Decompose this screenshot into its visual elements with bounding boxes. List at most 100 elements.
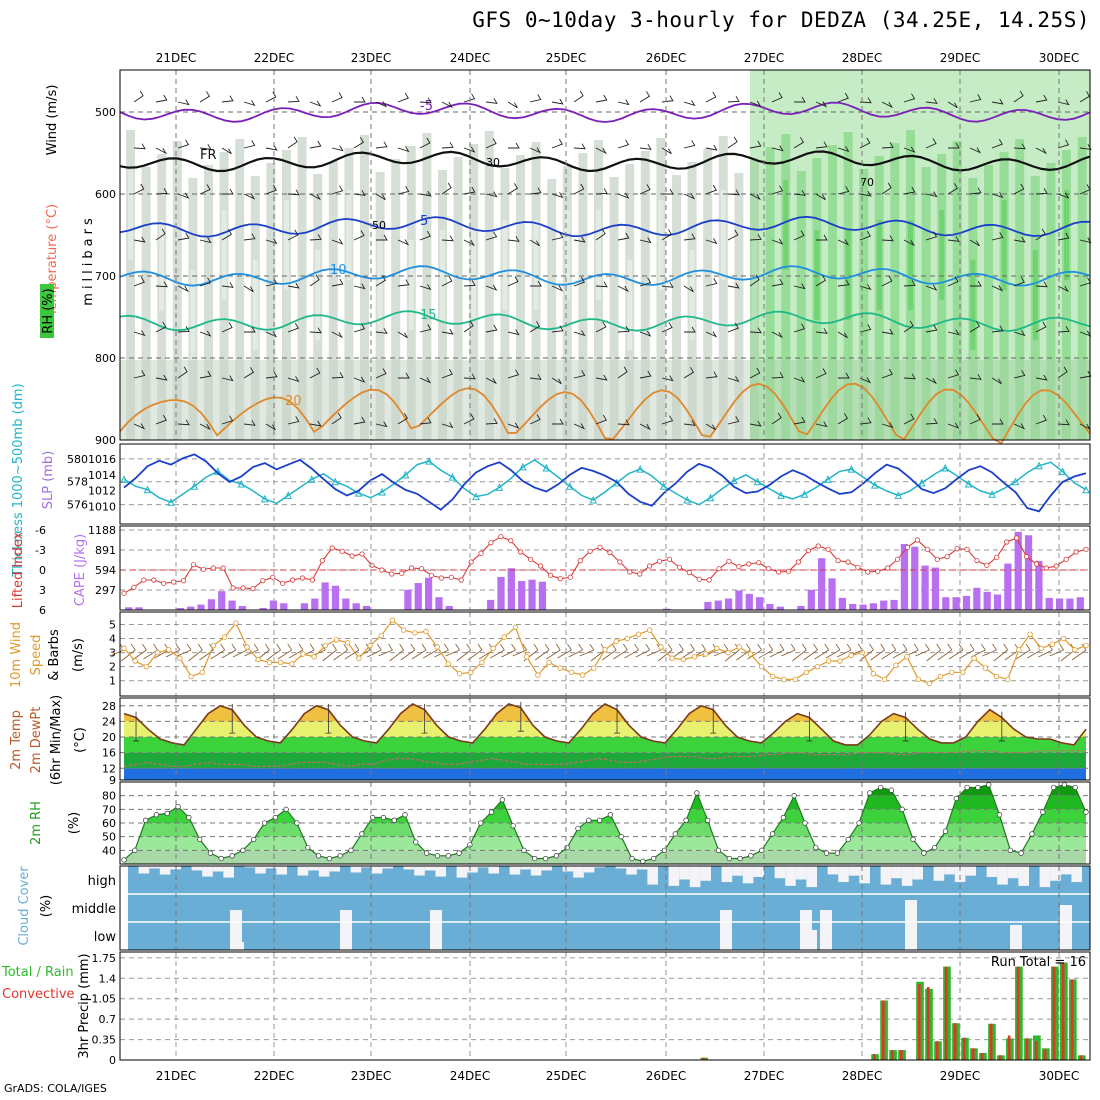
wind-barb: [881, 142, 894, 149]
rh-marker: [478, 820, 484, 826]
wind-barb: [991, 98, 1004, 105]
lifted-marker: [260, 578, 266, 584]
wind-speed-marker: [199, 669, 206, 675]
lifted-marker: [924, 546, 930, 552]
lifted-marker: [508, 538, 514, 544]
wind-barb: [353, 230, 365, 241]
cloud-row-high: high: [88, 874, 116, 889]
rh-shade-band: [984, 165, 993, 440]
wind-barb: [639, 91, 651, 103]
wind-barb: [243, 420, 256, 426]
surface-wind-barb: [601, 643, 617, 661]
wind-barb: [529, 414, 541, 425]
rh-marker: [575, 825, 581, 832]
p1-rh-label: RH (%): [41, 288, 56, 333]
wind-barb: [1013, 143, 1026, 150]
wind-speed-marker: [468, 669, 474, 675]
cloud-row-middle: middle: [72, 902, 116, 917]
wind-speed-marker: [1083, 642, 1089, 649]
thickness-marker: [683, 495, 691, 504]
wind-barb: [177, 232, 190, 241]
wind-barb: [331, 185, 344, 195]
rh-shade-core: [471, 230, 477, 320]
rh-shade-core: [845, 230, 851, 320]
rh-shade-core: [627, 260, 633, 350]
wind-barb: [749, 100, 762, 107]
rh-band-fill: [124, 795, 1086, 810]
precip-tick-0: 0: [109, 1054, 116, 1067]
precip-tick-0.35: 0.35: [92, 1034, 117, 1047]
wind-barb: [793, 323, 806, 333]
rh-marker: [1061, 782, 1068, 788]
wind-speed-marker: [669, 655, 675, 661]
precip-conv-bar: [1061, 962, 1065, 1060]
cape-bar: [1055, 598, 1064, 610]
wind-barb: [903, 146, 916, 153]
wind-barb: [265, 423, 276, 431]
cloud-gap: [456, 866, 468, 878]
wind-barb: [419, 284, 432, 291]
wind-barb: [419, 97, 432, 104]
wind-barb: [881, 275, 893, 287]
wind-barb: [1057, 419, 1070, 426]
lifted-marker: [855, 564, 861, 570]
surface-wind-barb: [132, 643, 147, 661]
wind-barb: [243, 233, 256, 241]
wind-barb: [749, 327, 762, 334]
wind-barb: [507, 183, 519, 195]
precip-tick-0.7: 0.7: [99, 1013, 117, 1026]
wind-barb: [309, 367, 321, 379]
wind-speed-marker: [602, 647, 608, 653]
rh-marker: [402, 812, 408, 818]
cloud-gap: [615, 866, 627, 869]
wind-barb: [1035, 281, 1048, 288]
wind-barb: [397, 239, 410, 246]
wind-barb: [705, 238, 718, 245]
wind-speed-marker: [915, 676, 921, 683]
cloud-gap: [954, 866, 966, 883]
surface-wind-barb: [568, 643, 583, 658]
wind-barb: [727, 416, 740, 425]
rh-shade-core: [1001, 200, 1007, 290]
rh-marker: [326, 855, 333, 862]
rh-band-fill: [124, 784, 1086, 796]
rh-marker: [986, 782, 992, 788]
lifted-marker: [775, 569, 782, 575]
lifted-marker: [894, 556, 901, 562]
wind-barb: [705, 423, 716, 431]
wind-barb: [969, 147, 982, 154]
lifted-marker: [319, 558, 325, 564]
wind-barb: [529, 187, 542, 195]
wind-barb: [419, 137, 431, 149]
rh-marker: [715, 847, 722, 853]
wind-barb: [177, 99, 190, 106]
rh-marker: [845, 836, 851, 843]
rh-shade-core: [658, 200, 664, 290]
cape-bar: [797, 605, 805, 610]
cloud-gap-lower: [720, 910, 732, 950]
wind-barb: [265, 184, 277, 195]
x-tick-bottom-24DEC: 24DEC: [450, 1069, 490, 1083]
wind-barb: [331, 331, 344, 339]
lifted-marker: [934, 556, 940, 562]
wind-barb: [837, 239, 850, 246]
cloud-gap-lower: [905, 930, 917, 950]
wind-barb: [925, 138, 937, 149]
wind-barb: [991, 285, 1004, 292]
temp-band-fill: [124, 705, 1086, 722]
x-tick-bottom-30DEC: 30DEC: [1039, 1069, 1079, 1083]
wind-barb: [881, 368, 893, 379]
wind-barb: [573, 330, 586, 337]
rh-marker: [596, 817, 603, 823]
x-tick-top-22DEC: 22DEC: [254, 51, 294, 65]
rh-marker: [737, 855, 743, 862]
cloud-gap-lower: [230, 910, 242, 950]
wind-barb: [573, 143, 586, 150]
wind-barb: [595, 147, 608, 155]
p3-cape-label: CAPE (J/kg): [73, 534, 88, 606]
cape-bar: [197, 604, 205, 610]
p7-unit-label: (%): [39, 895, 54, 918]
rh-marker: [867, 790, 873, 796]
cape-bar: [487, 599, 495, 610]
cloud-gap: [276, 866, 287, 875]
